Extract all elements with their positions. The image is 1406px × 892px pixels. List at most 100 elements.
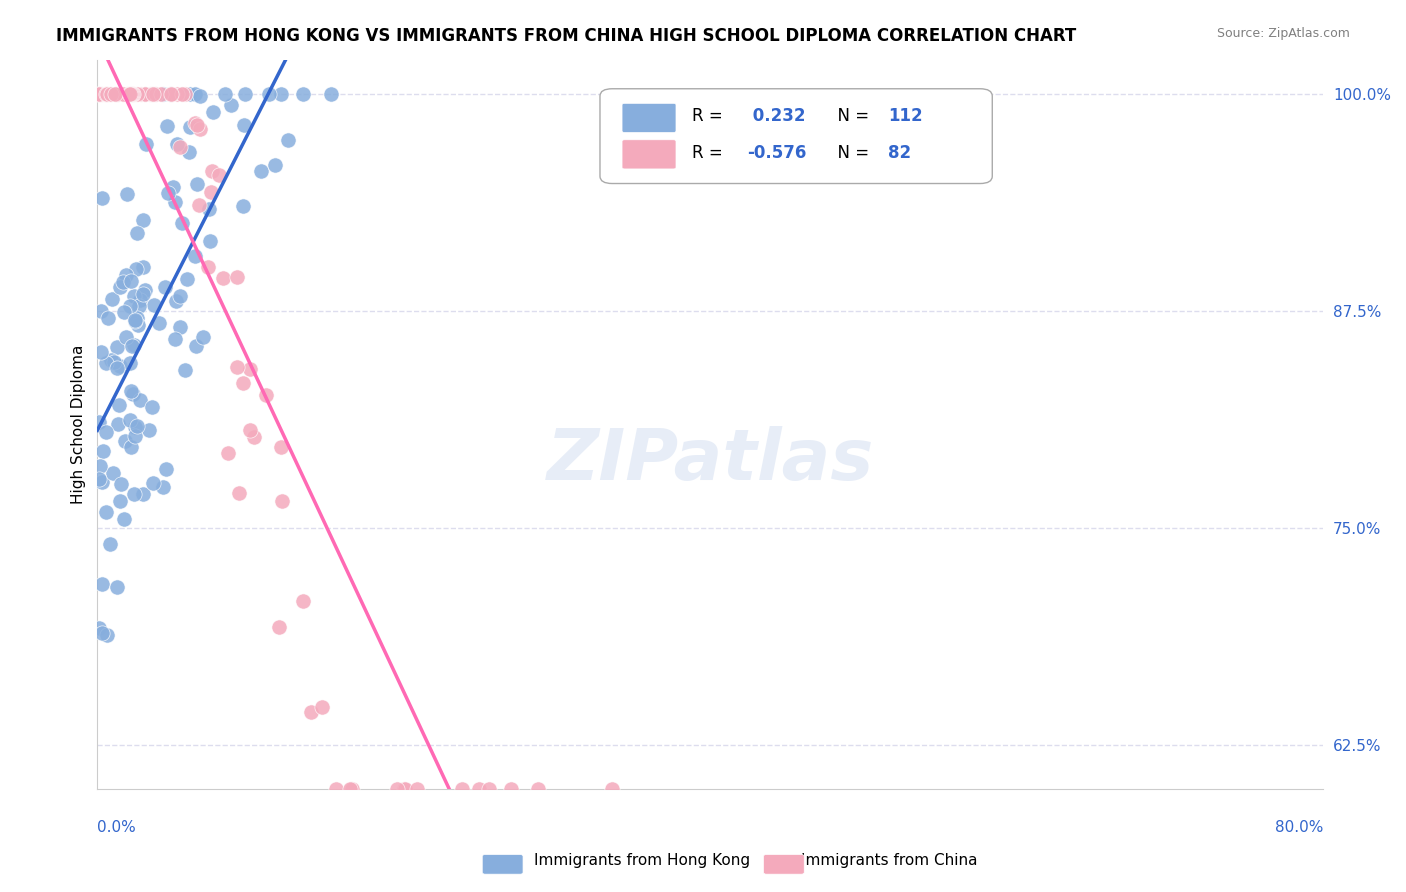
Point [121, 87, 143, 102]
Point [155, 462, 177, 476]
Point [108, 398, 131, 412]
Point [340, 781, 363, 796]
Point [108, 494, 131, 508]
Point [385, 781, 408, 796]
Point [87, 621, 110, 635]
Point [96, 87, 118, 102]
Point [152, 480, 174, 494]
Point [114, 434, 136, 448]
Point [152, 87, 174, 102]
Point [478, 781, 501, 796]
Point [141, 400, 163, 414]
Text: 80.0%: 80.0% [1275, 820, 1323, 835]
Point [122, 87, 145, 102]
Point [117, 87, 139, 102]
Point [128, 299, 150, 313]
Point [121, 387, 143, 401]
Point [110, 359, 132, 374]
Point [142, 87, 165, 102]
Point [98, 87, 121, 102]
Point [405, 781, 427, 796]
Point [105, 360, 128, 375]
Point [143, 87, 166, 102]
Point [162, 179, 184, 194]
Point [94, 87, 117, 102]
Point [191, 329, 214, 343]
Point [115, 187, 138, 202]
Point [162, 87, 184, 102]
Point [299, 706, 322, 720]
Point [169, 140, 191, 154]
Point [201, 163, 224, 178]
Point [233, 87, 256, 102]
Point [89, 458, 111, 473]
Point [148, 316, 170, 330]
Point [145, 87, 167, 102]
Point [153, 279, 176, 293]
Point [101, 292, 124, 306]
Point [173, 87, 195, 102]
Point [232, 199, 254, 213]
Point [184, 87, 207, 102]
Point [172, 216, 194, 230]
Text: IMMIGRANTS FROM HONG KONG VS IMMIGRANTS FROM CHINA HIGH SCHOOL DIPLOMA CORRELATI: IMMIGRANTS FROM HONG KONG VS IMMIGRANTS … [56, 27, 1077, 45]
Point [103, 355, 125, 369]
Point [188, 88, 211, 103]
Point [127, 87, 149, 102]
Point [499, 781, 522, 796]
Point [179, 87, 201, 102]
Point [90, 87, 112, 102]
Point [190, 121, 212, 136]
Text: Immigrants from Hong Kong: Immigrants from Hong Kong [534, 854, 751, 868]
Point [169, 319, 191, 334]
Point [165, 195, 187, 210]
Y-axis label: High School Diploma: High School Diploma [72, 344, 86, 504]
Point [254, 388, 277, 402]
Point [291, 593, 314, 607]
Point [87, 472, 110, 486]
Point [124, 419, 146, 434]
Point [228, 486, 250, 500]
Point [127, 310, 149, 325]
Point [134, 87, 156, 102]
Point [186, 177, 208, 191]
Point [90, 577, 112, 591]
Point [186, 338, 208, 352]
Point [114, 329, 136, 343]
Point [394, 781, 416, 796]
Point [94, 87, 117, 102]
Point [125, 418, 148, 433]
FancyBboxPatch shape [621, 140, 676, 169]
Point [121, 339, 143, 353]
Point [186, 118, 208, 132]
Point [184, 249, 207, 263]
Point [96, 425, 118, 440]
Point [124, 429, 146, 443]
Point [527, 781, 550, 796]
Text: R =: R = [692, 144, 728, 162]
Point [107, 87, 129, 102]
Text: 0.0%: 0.0% [97, 820, 136, 835]
Text: N =: N = [827, 144, 875, 162]
Point [150, 87, 173, 102]
Point [135, 136, 157, 151]
Point [120, 440, 142, 454]
Point [87, 87, 110, 102]
Point [104, 87, 127, 102]
Point [98, 537, 121, 551]
Point [451, 781, 474, 796]
Point [91, 443, 114, 458]
Point [122, 87, 145, 102]
Point [120, 356, 142, 370]
Text: N =: N = [827, 107, 875, 126]
Point [243, 430, 266, 444]
Point [118, 413, 141, 427]
Point [129, 87, 152, 102]
Point [134, 283, 156, 297]
Point [138, 87, 160, 102]
Point [600, 781, 623, 796]
Point [165, 293, 187, 308]
Point [174, 363, 197, 377]
Point [197, 260, 219, 274]
Point [132, 212, 155, 227]
